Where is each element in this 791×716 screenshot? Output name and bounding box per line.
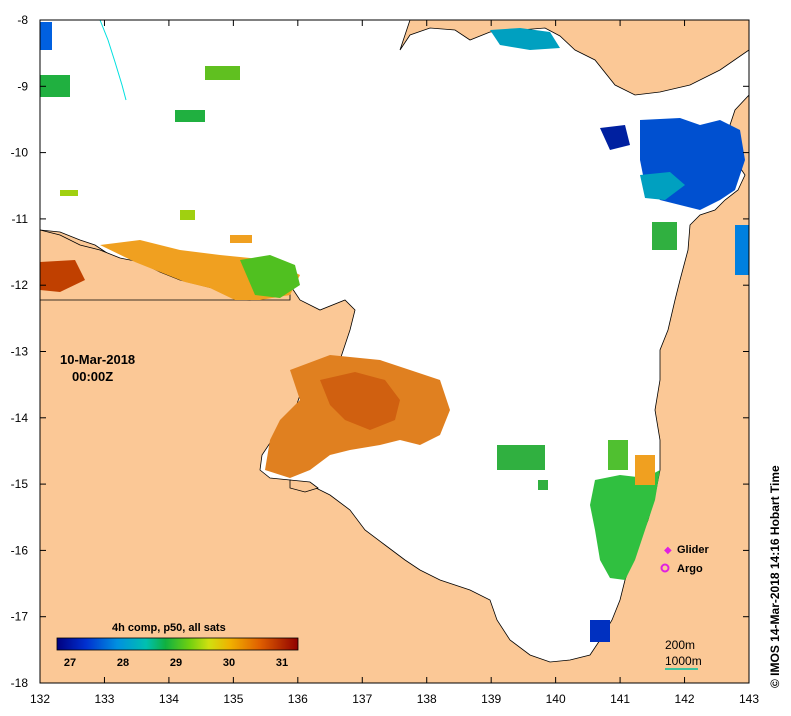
lon-tick-label: 138 — [417, 692, 437, 706]
lat-tick-label: -14 — [11, 411, 29, 425]
land-new-guinea — [399, 20, 749, 96]
lat-tick-label: -12 — [11, 278, 29, 292]
legend-tick-label: 27 — [64, 657, 76, 669]
isobath-200m — [99, 20, 127, 101]
glider-symbol-icon: ◆ — [664, 545, 672, 556]
lon-tick-label: 141 — [610, 692, 630, 706]
lon-tick-label: 137 — [352, 692, 372, 706]
lat-tick-label: -13 — [11, 345, 29, 359]
lon-axis: 132 133 134 135 136 137 138 139 140 141 142 143 — [30, 20, 759, 706]
lon-tick-label: 139 — [481, 692, 501, 706]
lon-tick-label: 135 — [223, 692, 243, 706]
date-line-1: 10-Mar-2018 — [60, 352, 135, 367]
argo-symbol-icon — [660, 563, 670, 573]
legend-colorbar — [56, 637, 299, 651]
isobath-1000-label: 1000m — [665, 654, 702, 668]
lat-tick-label: -15 — [11, 477, 29, 491]
lat-tick-label: -11 — [12, 212, 29, 226]
land — [40, 20, 749, 683]
sst-legend: 4h comp, p50, all sats 27 28 29 30 31 — [56, 622, 299, 669]
lat-tick-label: -16 — [11, 543, 29, 557]
lat-tick-label: -8 — [17, 13, 28, 27]
date-line-2: 00:00Z — [72, 369, 113, 384]
lat-tick-label: -17 — [11, 610, 29, 624]
lon-tick-label: 140 — [546, 692, 566, 706]
lon-tick-label: 143 — [739, 692, 759, 706]
lat-tick-label: -9 — [17, 79, 28, 93]
lon-tick-label: 136 — [288, 692, 308, 706]
sst-patches — [40, 22, 749, 642]
lon-tick-label: 132 — [30, 692, 50, 706]
symbol-key: ◆ Glider Argo — [660, 544, 710, 575]
legend-tick-label: 29 — [170, 657, 182, 669]
legend-tick-label: 28 — [117, 657, 129, 669]
legend-tick-label: 31 — [276, 657, 288, 669]
lon-tick-label: 134 — [159, 692, 179, 706]
lat-tick-label: -10 — [11, 146, 29, 160]
lat-tick-label: -18 — [11, 676, 29, 690]
land-mornington — [289, 479, 319, 493]
credit-text: © IMOS 14-Mar-2018 14:16 Hobart Time — [768, 465, 782, 688]
lat-axis: -8 -9 -10 -11 -12 -13 -14 -15 -16 -17 -18 — [11, 13, 749, 690]
glider-label: Glider — [677, 544, 710, 556]
legend-title: 4h comp, p50, all sats — [112, 622, 226, 634]
isobath-key: 200m 1000m — [665, 638, 702, 670]
isobath-200-label: 200m — [665, 638, 695, 652]
lon-tick-label: 133 — [94, 692, 114, 706]
argo-label: Argo — [677, 563, 703, 575]
lon-tick-label: 142 — [675, 692, 695, 706]
legend-tick-label: 30 — [223, 657, 235, 669]
